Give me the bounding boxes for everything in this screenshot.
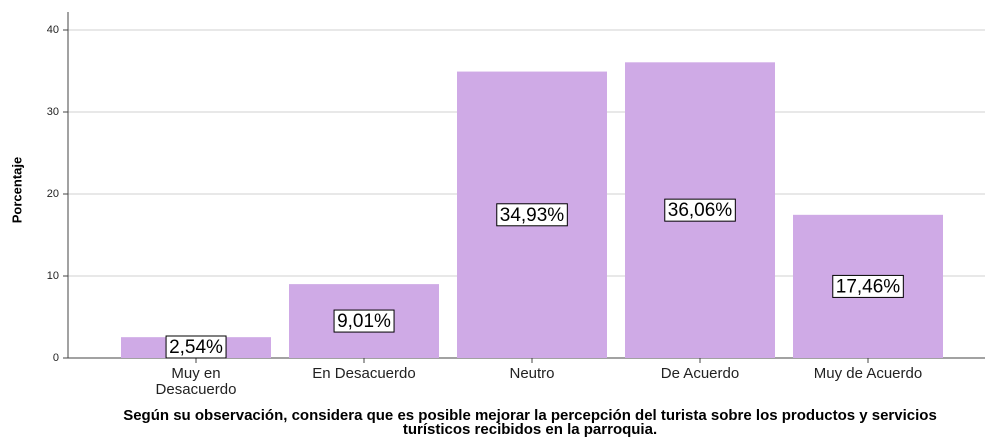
y-tick-label: 20 [47, 188, 59, 200]
x-tick-label: En Desacuerdo [312, 365, 416, 382]
y-tick-label: 10 [47, 270, 59, 282]
x-tick-label: Muy de Acuerdo [813, 365, 923, 382]
data-label: 34,93% [500, 205, 565, 226]
data-label-box [496, 203, 568, 227]
x-tick-label: Muy en Desacuerdo [155, 365, 237, 398]
data-label: 36,06% [668, 200, 733, 221]
data-label: 2,54% [169, 337, 223, 358]
y-tick-label: 0 [53, 352, 59, 364]
y-tick-label: 40 [47, 24, 59, 36]
data-label: 9,01% [337, 311, 391, 332]
data-label: 17,46% [836, 276, 901, 297]
data-label-box [165, 335, 227, 359]
y-tick-label: 30 [47, 106, 59, 118]
data-label-box [333, 309, 395, 333]
data-label-box [664, 198, 736, 222]
x-axis-label: Según su observación, considera que es p… [123, 407, 937, 438]
y-axis-label: Porcentaje [9, 157, 24, 223]
x-tick-label: De Acuerdo [660, 365, 740, 382]
data-label-box [832, 274, 904, 298]
x-tick-label: Neutro [509, 365, 555, 382]
